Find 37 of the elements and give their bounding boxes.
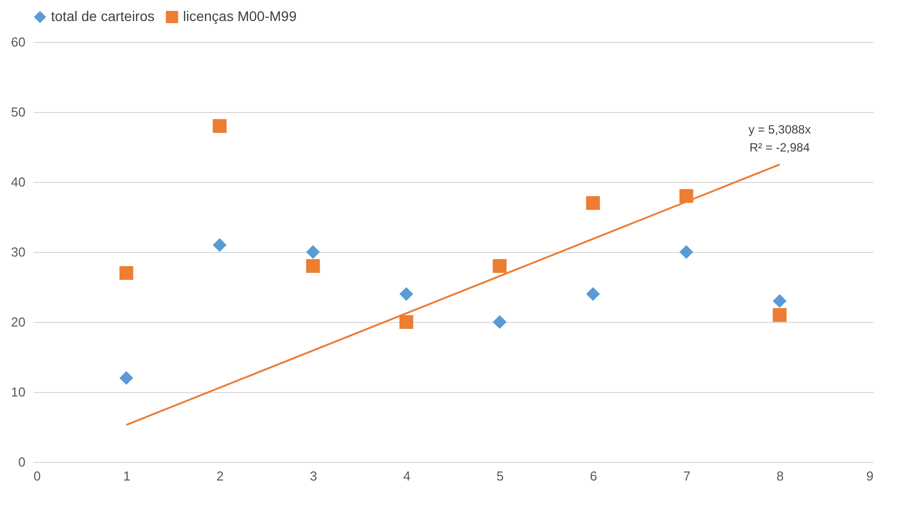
point — [586, 287, 600, 301]
point — [586, 196, 600, 210]
x-tick-label: 9 — [866, 468, 874, 484]
legend-label: licenças M00-M99 — [183, 8, 297, 24]
x-tick-label: 7 — [683, 468, 690, 484]
point — [492, 315, 507, 329]
y-tick-label: 20 — [11, 314, 26, 330]
y-tick-label: 0 — [18, 454, 26, 470]
x-tick-label: 2 — [216, 468, 224, 484]
y-tick-label: 40 — [11, 174, 26, 190]
y-tick-label: 10 — [11, 384, 26, 400]
point — [212, 119, 227, 133]
x-tick-label: 1 — [123, 468, 130, 484]
legend-label: total de carteiros — [51, 8, 154, 24]
x-tick-label: 5 — [496, 468, 504, 484]
point — [772, 294, 787, 308]
point — [679, 189, 694, 203]
x-tick-label: 0 — [34, 468, 41, 484]
point — [306, 245, 320, 259]
x-tick-label: 8 — [776, 468, 784, 484]
x-tick-label: 4 — [403, 468, 410, 484]
point — [212, 238, 227, 252]
y-tick-label: 30 — [11, 244, 26, 260]
point — [772, 308, 787, 322]
point — [492, 259, 507, 273]
point — [119, 266, 134, 280]
point — [679, 245, 694, 259]
y-tick-label: 60 — [11, 34, 26, 50]
point — [399, 315, 414, 329]
annotation: y = 5,3088x — [748, 122, 811, 136]
x-tick-label: 3 — [310, 468, 318, 484]
annotation: R² = -2,984 — [749, 140, 810, 154]
y-tick-label: 50 — [11, 104, 26, 120]
x-tick-label: 6 — [590, 468, 598, 484]
point — [119, 371, 134, 385]
point — [306, 259, 320, 273]
point — [399, 287, 414, 301]
